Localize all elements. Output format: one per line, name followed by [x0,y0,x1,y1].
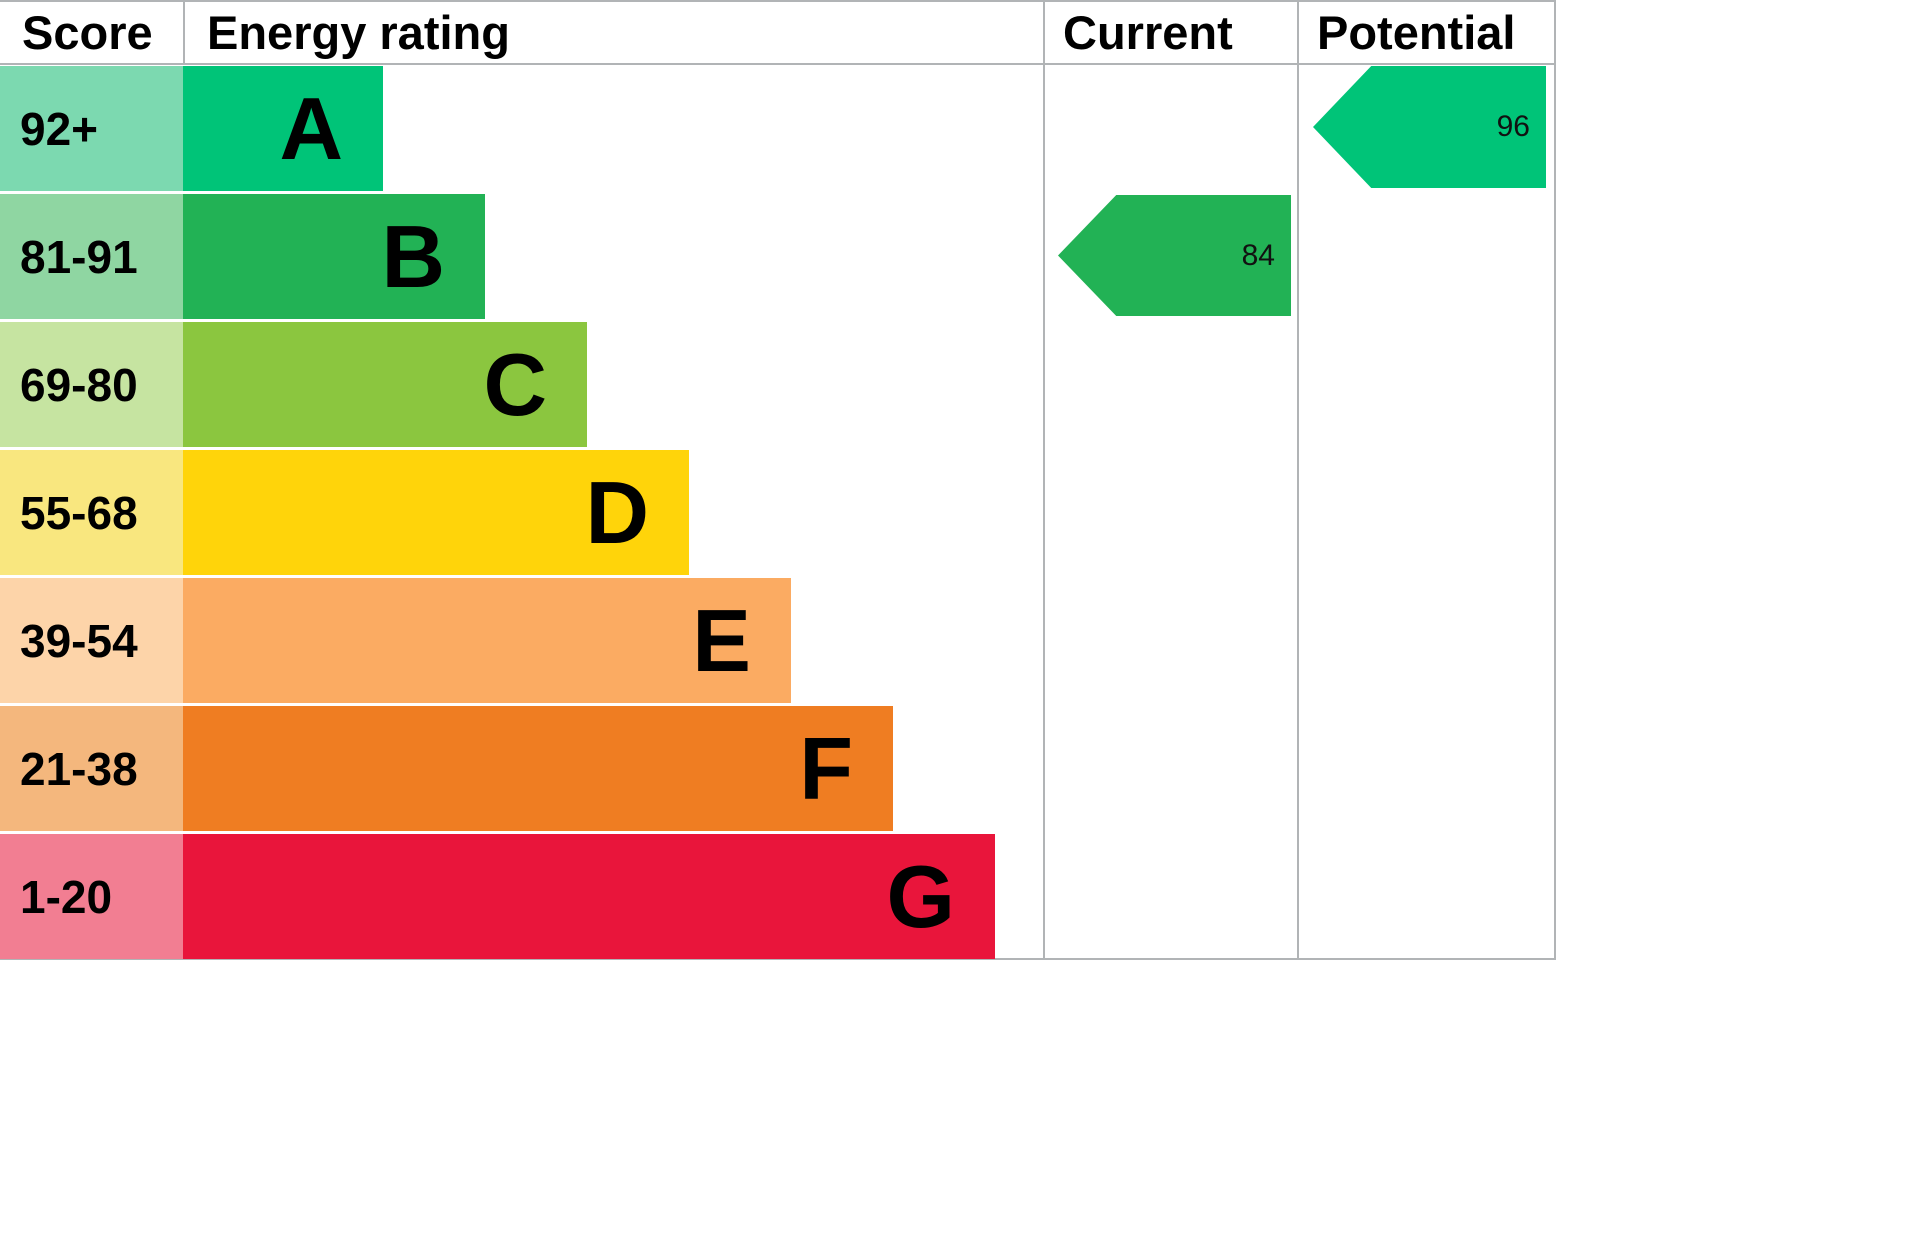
rating-bands: 92+ A 81-91 B 69-80 C 55-68 [0,66,1043,962]
header-score: Score [22,6,153,59]
rating-bar-b: B [183,194,485,319]
score-cell-f: 21-38 [0,706,183,831]
divider-score-rating [183,0,185,63]
divider-potential-column [1297,0,1299,960]
header-potential: Potential [1317,6,1516,59]
score-cell-a: 92+ [0,66,183,191]
rating-bar-f: F [183,706,893,831]
rating-letter-c: C [483,334,547,434]
band-row-b: 81-91 B [0,194,1043,319]
rating-letter-e: E [692,590,751,690]
divider-bottom [0,958,1556,960]
rating-letter-b: B [381,206,445,306]
rating-bar-a: A [183,66,383,191]
header-energy-rating: Energy rating [207,6,510,59]
rating-bar-d: D [183,450,689,575]
rating-bar-c: C [183,322,587,447]
potential-rating-value: 96 [1496,110,1530,143]
band-row-f: 21-38 F [0,706,1043,831]
current-rating-value: 84 [1241,238,1275,272]
band-row-e: 39-54 E [0,578,1043,703]
potential-rating-arrow: 96 [1313,66,1546,188]
divider-top [0,0,1556,2]
score-cell-g: 1-20 [0,834,183,959]
band-row-c: 69-80 C [0,322,1043,447]
band-row-d: 55-68 D [0,450,1043,575]
score-cell-b: 81-91 [0,194,183,319]
epc-energy-rating-chart: Score Energy rating Current Potential 92… [0,0,1556,962]
score-cell-c: 69-80 [0,322,183,447]
rating-bar-e: E [183,578,791,703]
divider-header-bottom [0,63,1556,65]
rating-letter-d: D [585,462,649,562]
band-row-g: 1-20 G [0,834,1043,959]
rating-letter-g: G [886,846,955,946]
divider-right-edge [1554,0,1556,960]
band-row-a: 92+ A [0,66,1043,191]
header-current: Current [1063,6,1233,59]
current-rating-arrow: 84 [1058,195,1291,316]
divider-current-column [1043,0,1045,960]
score-cell-e: 39-54 [0,578,183,703]
rating-bar-g: G [183,834,995,959]
rating-letter-f: F [799,718,853,818]
score-cell-d: 55-68 [0,450,183,575]
rating-letter-a: A [279,78,343,178]
